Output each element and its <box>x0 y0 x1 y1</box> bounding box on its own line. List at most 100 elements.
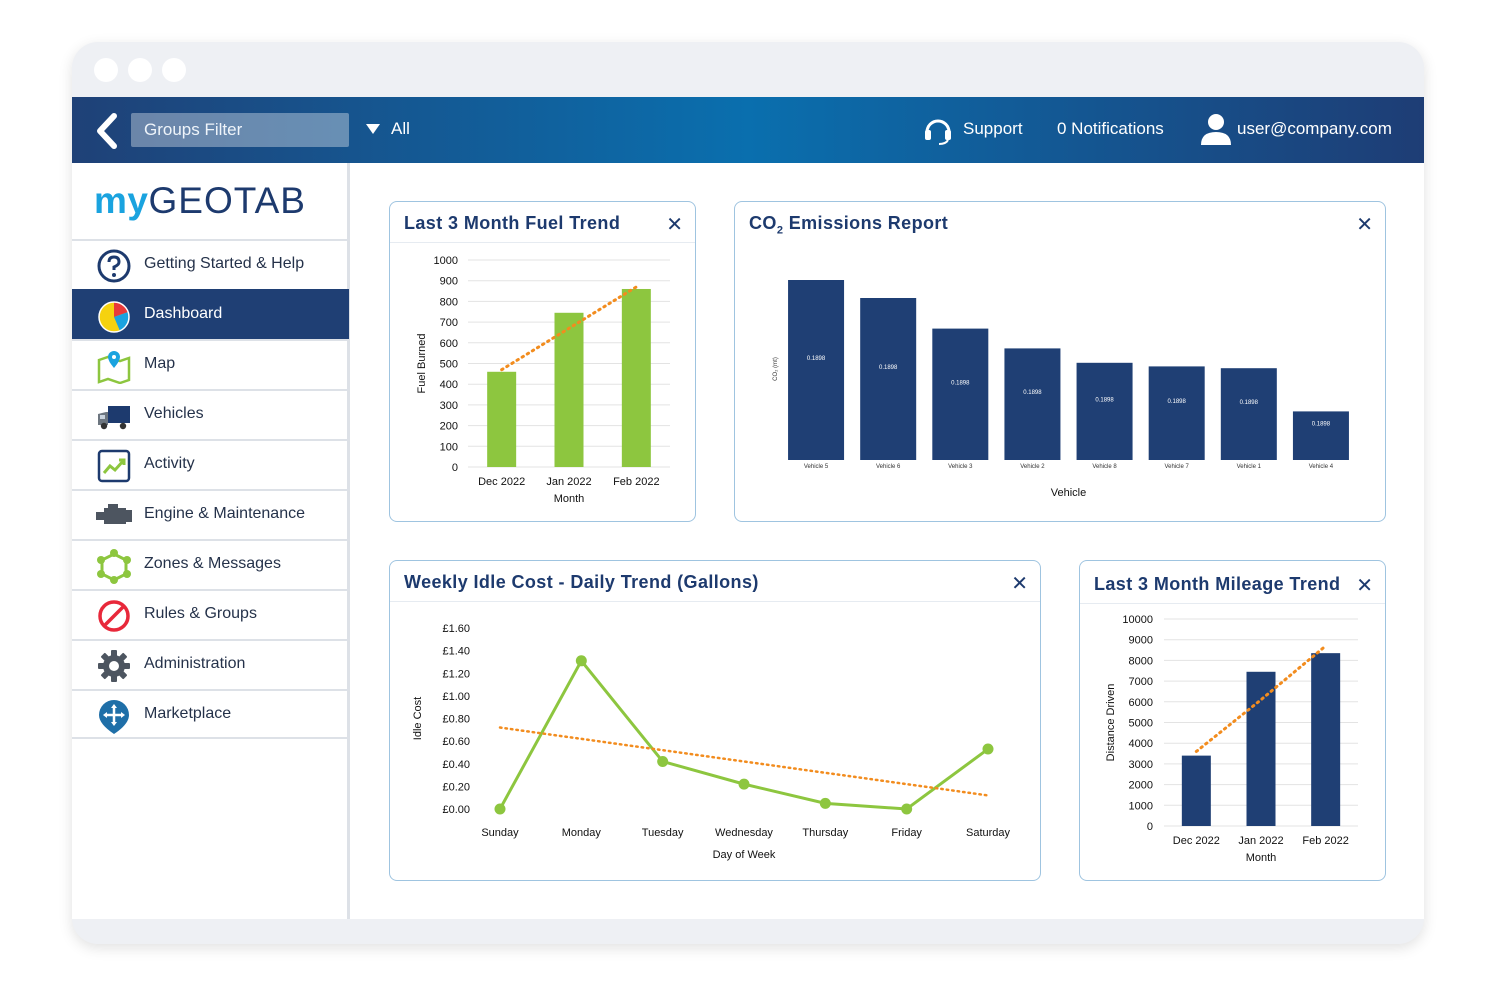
notifications-link[interactable]: 0 Notifications <box>1057 119 1164 138</box>
co2-emissions-card: CO2 Emissions Report ✕ 0.1898 Vehicle 5 0.… <box>734 201 1386 522</box>
x-tick-label: Vehicle 4 <box>1309 464 1334 470</box>
y-tick-label: 5000 <box>1129 718 1153 730</box>
bar <box>554 312 584 467</box>
idle-cost-chart: £0.00 £0.20 £0.40 £0.60 £0.80 £1.00 £1.20 £1.40… <box>412 623 1011 861</box>
data-label: 0.1898 <box>879 365 898 371</box>
window-dot-minimize[interactable] <box>128 58 152 82</box>
activity-icon <box>97 449 131 483</box>
card-title: Last 3 Month Fuel Trend <box>404 213 621 233</box>
user-icon[interactable] <box>1200 112 1232 146</box>
sidebar-item-administration[interactable]: Administration <box>72 639 349 689</box>
top-bar: Groups Filter All Support 0 Notification… <box>72 97 1424 163</box>
x-tick-label: Thursday <box>802 827 848 839</box>
mileage-trend-chart: 0 1000 2000 3000 4000 5000 6000 7000 8000 9000 100… <box>1105 614 1358 864</box>
bar <box>487 371 517 467</box>
sidebar-item-vehicles[interactable]: Vehicles <box>72 389 349 439</box>
close-icon[interactable]: ✕ <box>666 214 683 236</box>
x-tick-label: Saturday <box>966 827 1011 839</box>
x-tick-label: Monday <box>562 827 602 839</box>
x-axis-title: Day of Week <box>713 849 776 861</box>
sidebar-item-label: Map <box>144 355 176 372</box>
sidebar-item-engine[interactable]: Engine & Maintenance <box>72 489 349 539</box>
sidebar-item-rules[interactable]: Rules & Groups <box>72 589 349 639</box>
y-tick-label: 7000 <box>1129 676 1153 688</box>
sidebar-nav: Getting Started & Help Dashboard <box>72 239 349 739</box>
data-label: 0.1898 <box>951 380 970 386</box>
bar <box>1148 366 1205 460</box>
y-tick-label: £1.20 <box>442 668 470 680</box>
y-tick-label: 100 <box>440 441 458 453</box>
sidebar-item-label: Dashboard <box>144 305 223 322</box>
bar <box>1292 411 1349 460</box>
sidebar-item-activity[interactable]: Activity <box>72 439 349 489</box>
bar <box>932 328 989 460</box>
help-icon <box>97 249 131 283</box>
data-label: 0.1898 <box>1095 397 1114 403</box>
card-divider <box>1080 603 1385 604</box>
headset-icon[interactable] <box>922 112 954 146</box>
bar <box>788 280 845 460</box>
card-title-subscript: 2 <box>776 224 784 237</box>
x-tick-label: Vehicle 5 <box>804 464 829 470</box>
groups-filter-input[interactable]: Groups Filter <box>131 113 349 147</box>
window-dot-maximize[interactable] <box>162 58 186 82</box>
logo-my: my <box>94 180 149 221</box>
x-tick-label: Dec 2022 <box>1173 835 1220 847</box>
bar <box>1311 653 1341 826</box>
bar <box>1220 368 1277 460</box>
y-tick-label: 500 <box>440 359 458 371</box>
y-tick-label: £1.60 <box>442 623 470 635</box>
bar <box>1181 755 1211 826</box>
y-tick-label: 10000 <box>1122 614 1153 626</box>
y-tick-label: 300 <box>440 400 458 412</box>
fuel-trend-chart: 0 100 200 300 400 500 600 700 800 900 1000 Dec 2022… <box>416 255 670 505</box>
data-label: 0.1898 <box>1168 399 1187 405</box>
bar <box>1004 348 1061 460</box>
gear-icon <box>98 650 130 682</box>
window-controls <box>94 58 186 82</box>
y-tick-label: 8000 <box>1129 655 1153 667</box>
user-account-link[interactable]: user@company.com <box>1237 119 1392 138</box>
y-tick-label: 0 <box>1147 821 1153 833</box>
support-link[interactable]: Support <box>963 119 1023 138</box>
card-title-prefix: CO <box>749 213 777 233</box>
sidebar-item-label: Marketplace <box>144 705 232 722</box>
fuel-trend-card: Last 3 Month Fuel Trend ✕ 0 100 200 300 400 5… <box>389 201 696 522</box>
back-chevron-icon[interactable] <box>92 111 122 151</box>
y-tick-label: 2000 <box>1129 780 1153 792</box>
caret-down-icon[interactable] <box>366 124 380 134</box>
data-label: 0.1898 <box>1240 400 1259 406</box>
trend-line <box>1194 644 1328 753</box>
sidebar-item-label: Administration <box>144 655 246 672</box>
y-tick-label: £0.60 <box>442 736 470 748</box>
x-axis-title: Vehicle <box>1051 487 1086 499</box>
data-point <box>575 655 587 667</box>
sidebar-item-getting-started[interactable]: Getting Started & Help <box>72 239 349 289</box>
sidebar: myGEOTAB Getting Started & Help <box>72 163 350 919</box>
mygeotab-logo[interactable]: myGEOTAB <box>94 181 306 221</box>
content-area: myGEOTAB Getting Started & Help <box>72 163 1424 919</box>
x-tick-label: Wednesday <box>715 827 773 839</box>
sidebar-item-map[interactable]: Map <box>72 339 349 389</box>
sidebar-item-marketplace[interactable]: Marketplace <box>72 689 349 739</box>
close-icon[interactable]: ✕ <box>1356 575 1373 597</box>
card-divider <box>390 601 1040 602</box>
data-point <box>738 778 750 790</box>
y-tick-label: 1000 <box>434 255 458 267</box>
y-tick-label: £0.40 <box>442 759 470 771</box>
sidebar-item-zones[interactable]: Zones & Messages <box>72 539 349 589</box>
window-dot-close[interactable] <box>94 58 118 82</box>
y-tick-label: 200 <box>440 421 458 433</box>
y-tick-label: 400 <box>440 379 458 391</box>
y-tick-label: 0 <box>452 462 458 474</box>
y-axis-title: Distance Driven <box>1105 684 1117 762</box>
close-icon[interactable]: ✕ <box>1356 214 1373 236</box>
bar <box>1076 362 1133 460</box>
x-tick-label: Vehicle 2 <box>1020 464 1045 470</box>
sidebar-item-dashboard[interactable]: Dashboard <box>72 289 349 339</box>
card-title: CO2 Emissions Report <box>749 213 948 237</box>
engine-icon <box>96 504 132 524</box>
groups-all-selector[interactable]: All <box>391 119 410 138</box>
y-tick-label: 800 <box>440 296 458 308</box>
close-icon[interactable]: ✕ <box>1011 573 1028 595</box>
